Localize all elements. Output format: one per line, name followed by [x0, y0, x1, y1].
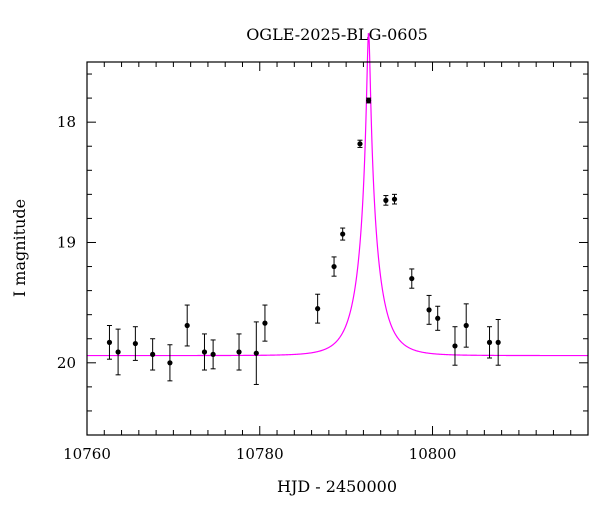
point-marker [262, 320, 268, 326]
x-tick-label: 10780 [236, 445, 284, 463]
y-axis-label: I magnitude [10, 199, 29, 297]
data-point [184, 304, 190, 347]
x-tick-label: 10800 [409, 445, 457, 463]
data-point [132, 326, 138, 361]
y-tick-label: 19 [57, 233, 76, 251]
point-marker [150, 351, 156, 357]
point-marker [383, 197, 389, 203]
point-marker [357, 141, 363, 147]
data-point [115, 328, 121, 376]
data-point [383, 195, 389, 206]
data-point [452, 326, 458, 366]
data-point [106, 325, 113, 360]
data-point [315, 293, 321, 324]
plot-frame [86, 61, 589, 436]
data-point [426, 294, 432, 325]
point-marker [495, 339, 501, 345]
data-point [167, 344, 173, 382]
x-tick-label: 10760 [63, 445, 111, 463]
data-point [253, 321, 259, 385]
y-tick-label: 20 [57, 354, 76, 372]
y-tick-label: 18 [57, 113, 76, 131]
point-marker [365, 97, 372, 104]
data-point [409, 268, 415, 289]
point-marker [167, 360, 173, 366]
data-point [357, 139, 363, 148]
data-points [106, 97, 501, 385]
point-marker [331, 263, 337, 270]
model-curve [87, 32, 588, 357]
point-marker [210, 351, 216, 357]
data-point [486, 326, 493, 359]
point-marker [426, 307, 432, 313]
point-marker [132, 340, 138, 347]
point-marker [435, 315, 441, 321]
point-marker [184, 322, 190, 329]
point-marker [486, 339, 493, 345]
point-marker [201, 349, 208, 355]
axis-ticks: 10760 10780 10800 18 19 20 [57, 62, 589, 463]
data-point [236, 333, 242, 371]
data-point [463, 303, 469, 348]
data-point [201, 333, 208, 371]
data-point [365, 97, 372, 104]
data-point [495, 318, 501, 366]
point-marker [253, 350, 259, 356]
data-point [331, 256, 337, 277]
x-axis-label: HJD - 2450000 [277, 477, 397, 496]
data-point [210, 339, 216, 370]
point-marker [315, 306, 321, 312]
data-point [340, 227, 346, 241]
point-marker [452, 343, 458, 349]
point-marker [463, 322, 469, 329]
data-point [435, 305, 441, 331]
point-marker [391, 196, 398, 202]
chart-title: OGLE-2025-BLG-0605 [246, 25, 428, 44]
point-marker [106, 339, 113, 345]
data-point [150, 338, 156, 371]
point-marker [236, 349, 242, 355]
point-marker [340, 231, 346, 237]
point-marker [115, 349, 121, 355]
data-point [391, 193, 398, 205]
point-marker [409, 275, 415, 282]
data-point [262, 304, 268, 342]
